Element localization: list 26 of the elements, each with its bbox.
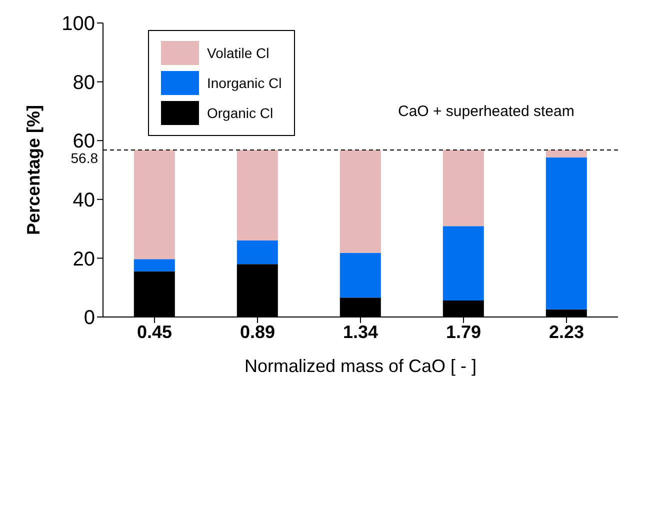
bar — [236, 150, 278, 241]
x-tick-label: 0.45 — [136, 322, 172, 342]
x-tick-label: 2.23 — [548, 322, 584, 342]
bar — [134, 150, 175, 260]
legend-label: Inorganic Cl — [207, 75, 282, 91]
bar — [546, 150, 587, 158]
y-tick-label: 100 — [62, 13, 95, 36]
y-tick-label: 20 — [72, 248, 95, 270]
bar — [340, 150, 381, 253]
annotation: CaO + superheated steam — [398, 103, 574, 120]
bar — [442, 150, 484, 226]
y-tick-label: 0 — [84, 307, 95, 330]
x-tick-label: 1.34 — [342, 322, 378, 342]
x-tick-label: 0.89 — [240, 322, 276, 342]
legend-label: Volatile Cl — [207, 45, 270, 61]
x-tick-label: 1.79 — [446, 322, 482, 342]
y-axis-title: Percentage [%] — [23, 104, 44, 236]
y-tick-label: 40 — [72, 190, 95, 212]
bar — [340, 252, 381, 298]
y-tick-label: 80 — [72, 72, 95, 94]
bar — [134, 259, 175, 272]
x-axis-title: Normalized mass of CaO [ - ] — [244, 356, 477, 376]
bar — [236, 240, 278, 264]
bar — [546, 157, 587, 310]
bar — [442, 226, 484, 301]
legend-label: Organic Cl — [207, 105, 274, 121]
